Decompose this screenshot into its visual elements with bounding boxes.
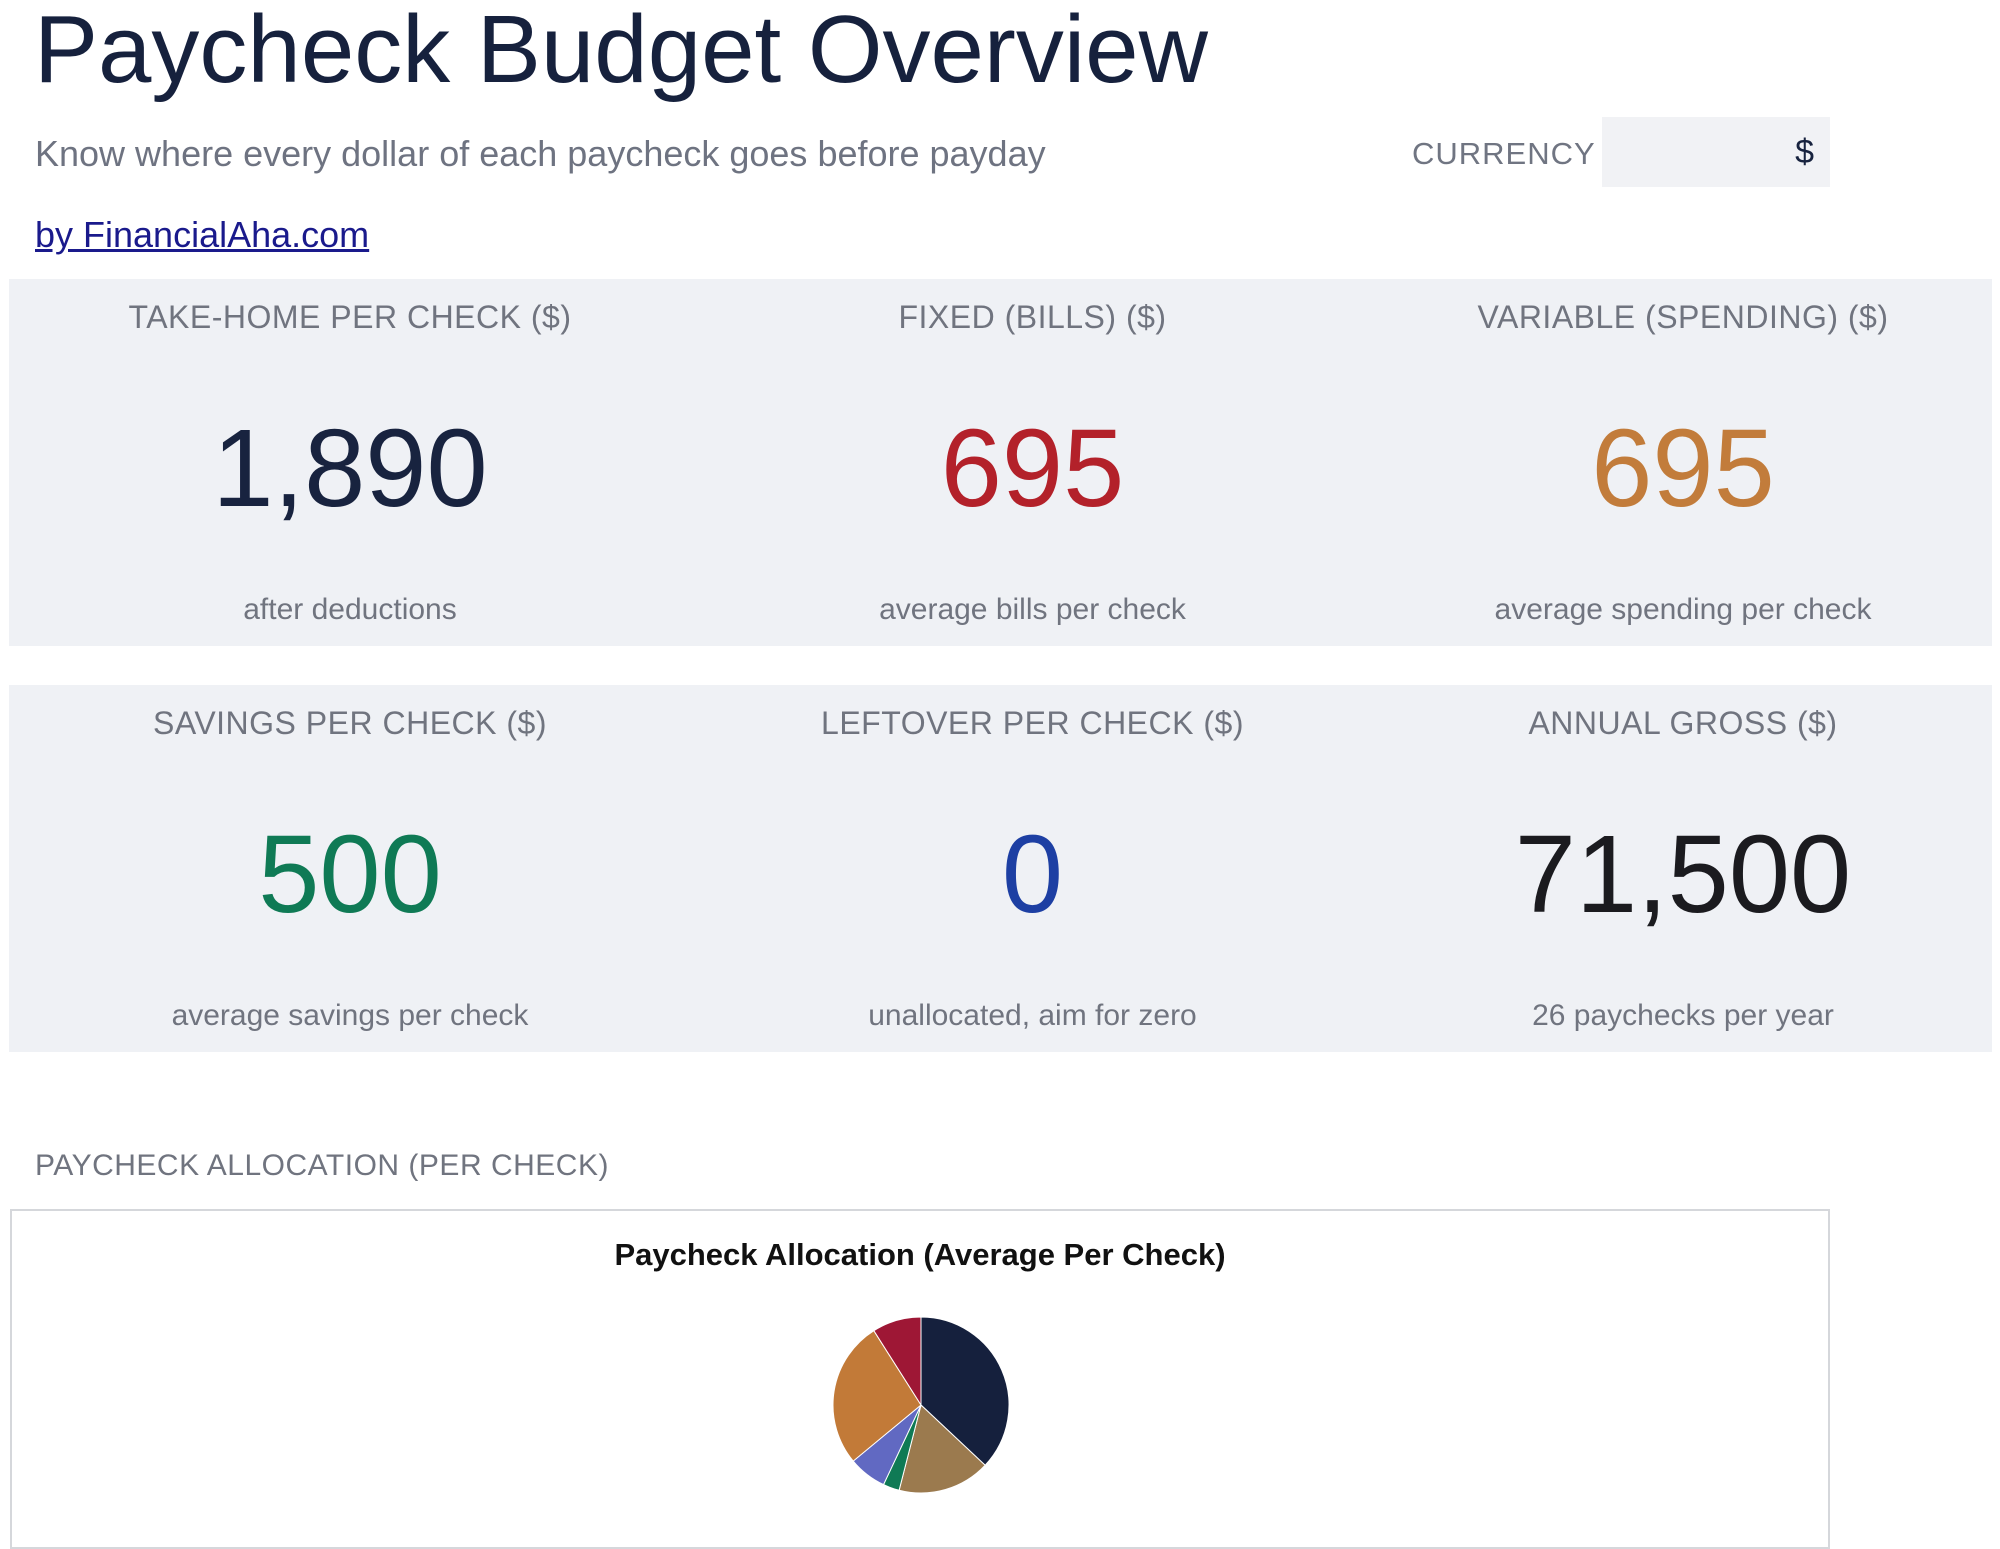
chart-title: Paycheck Allocation (Average Per Check) [614, 1237, 1226, 1272]
kpi-card-savings: SAVINGS PER CHECK ($) 500 average saving… [9, 685, 691, 1052]
allocation-chart[interactable]: Paycheck Allocation (Average Per Check) [10, 1209, 1830, 1549]
currency-input[interactable]: $ [1602, 117, 1830, 187]
currency-label: CURRENCY [1412, 136, 1596, 171]
pie-slice-5[interactable] [832, 1330, 922, 1462]
page-subtitle: Know where every dollar of each paycheck… [35, 133, 1046, 174]
kpi-card-fixed-bills: FIXED (BILLS) ($) 695 average bills per … [691, 279, 1374, 646]
kpi-value: 695 [1591, 407, 1775, 530]
kpi-note: average bills per check [879, 593, 1186, 626]
kpi-card-leftover: LEFTOVER PER CHECK ($) 0 unallocated, ai… [691, 685, 1374, 1052]
kpi-card-variable-spending: VARIABLE (SPENDING) ($) 695 average spen… [1374, 279, 1992, 646]
financialaha-link[interactable]: by FinancialAha.com [35, 214, 370, 255]
kpi-label: VARIABLE (SPENDING) ($) [1477, 299, 1889, 335]
kpi-note: 26 paychecks per year [1532, 999, 1834, 1032]
kpi-note: unallocated, aim for zero [868, 999, 1197, 1032]
kpi-value: 0 [1001, 813, 1064, 936]
pie-slice-2[interactable] [898, 1404, 986, 1494]
kpi-row-1: TAKE-HOME PER CHECK ($) 1,890 after dedu… [9, 279, 1992, 646]
kpi-card-take-home: TAKE-HOME PER CHECK ($) 1,890 after dedu… [9, 279, 691, 646]
kpi-label: LEFTOVER PER CHECK ($) [821, 705, 1244, 741]
page-title: Paycheck Budget Overview [34, 0, 1208, 103]
pie-slice-1[interactable] [920, 1316, 1010, 1466]
section-title-allocation: PAYCHECK ALLOCATION (PER CHECK) [35, 1149, 609, 1182]
kpi-value: 695 [940, 407, 1125, 530]
kpi-note: average spending per check [1494, 593, 1872, 626]
kpi-value: 71,500 [1514, 813, 1852, 936]
kpi-row-2: SAVINGS PER CHECK ($) 500 average saving… [9, 685, 1992, 1052]
pie-slice-6[interactable] [873, 1316, 922, 1407]
kpi-value: 1,890 [212, 407, 488, 530]
kpi-label: TAKE-HOME PER CHECK ($) [128, 299, 572, 335]
kpi-card-annual-gross: ANNUAL GROSS ($) 71,500 26 paychecks per… [1374, 685, 1992, 1052]
kpi-label: SAVINGS PER CHECK ($) [153, 705, 547, 741]
currency-value: $ [1795, 132, 1814, 171]
pie-chart [832, 1316, 1010, 1494]
kpi-note: average savings per check [171, 999, 529, 1032]
kpi-note: after deductions [243, 593, 457, 626]
kpi-label: ANNUAL GROSS ($) [1528, 705, 1838, 741]
kpi-value: 500 [258, 813, 442, 936]
kpi-label: FIXED (BILLS) ($) [898, 299, 1167, 335]
